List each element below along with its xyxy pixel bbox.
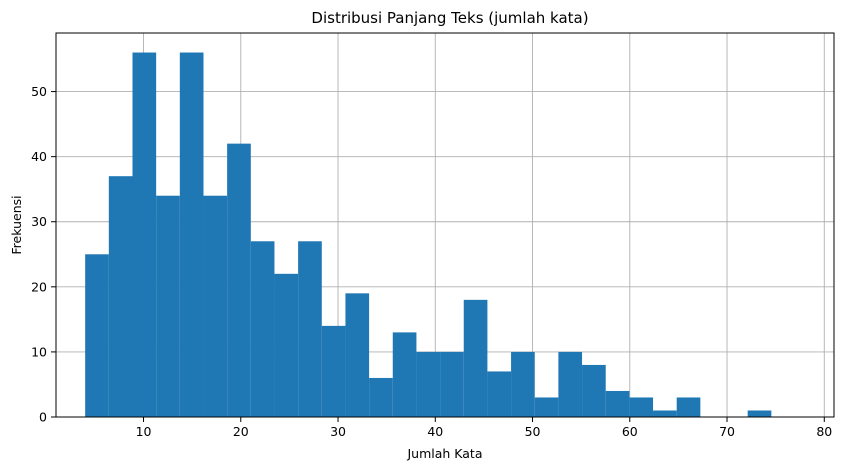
y-tick-label: 10 [31, 344, 47, 359]
histogram-bar [676, 397, 701, 417]
plot-frame [55, 32, 835, 418]
histogram-bar [321, 325, 346, 417]
x-tick-label: 30 [330, 424, 346, 439]
histogram-bar [179, 52, 204, 418]
histogram-bar [345, 293, 370, 417]
axes: 10 20 30 40 50 60 70 80 0 10 20 30 40 50 [31, 32, 835, 439]
histogram-bar [392, 332, 417, 417]
x-tick-label: 50 [525, 424, 541, 439]
histogram-bar [369, 377, 393, 417]
histogram-bar [250, 241, 275, 417]
histogram-bar [629, 397, 654, 417]
histogram-bar [132, 52, 157, 418]
histogram-bar [747, 410, 772, 417]
histogram-bar [463, 299, 488, 417]
y-tick-label: 50 [31, 84, 47, 99]
histogram-bar [440, 351, 464, 417]
histogram-bar [416, 351, 441, 417]
histogram-bar [298, 241, 322, 417]
histogram-bar [511, 351, 535, 417]
histogram-bar [156, 195, 180, 417]
chart-title: Distribusi Panjang Teks (jumlah kata) [311, 9, 588, 27]
histogram-bar [85, 254, 109, 417]
y-tick-label: 0 [39, 410, 47, 425]
x-tick-label: 70 [719, 424, 735, 439]
x-axis-label: Jumlah Kata [406, 446, 482, 461]
x-tick-label: 10 [136, 424, 152, 439]
y-tick-label: 40 [31, 149, 47, 164]
histogram-bar [203, 195, 228, 417]
histogram-bar [605, 390, 630, 417]
histogram-bar [227, 143, 251, 417]
x-tick-label: 20 [233, 424, 249, 439]
y-tick-label: 20 [31, 279, 47, 294]
histogram-bar [487, 371, 512, 417]
histogram-bar [558, 351, 583, 417]
histogram-bar [108, 176, 133, 417]
x-tick-label: 40 [427, 424, 443, 439]
y-axis-label: Frekuensi [9, 195, 24, 254]
histogram-bar [582, 364, 606, 417]
y-tick-label: 30 [31, 214, 47, 229]
histogram-bars [85, 52, 772, 418]
histogram-bar [534, 397, 559, 417]
x-tick-label: 60 [622, 424, 638, 439]
histogram-bar [274, 273, 299, 417]
x-tick-label: 80 [816, 424, 832, 439]
histogram-bar [653, 410, 677, 417]
